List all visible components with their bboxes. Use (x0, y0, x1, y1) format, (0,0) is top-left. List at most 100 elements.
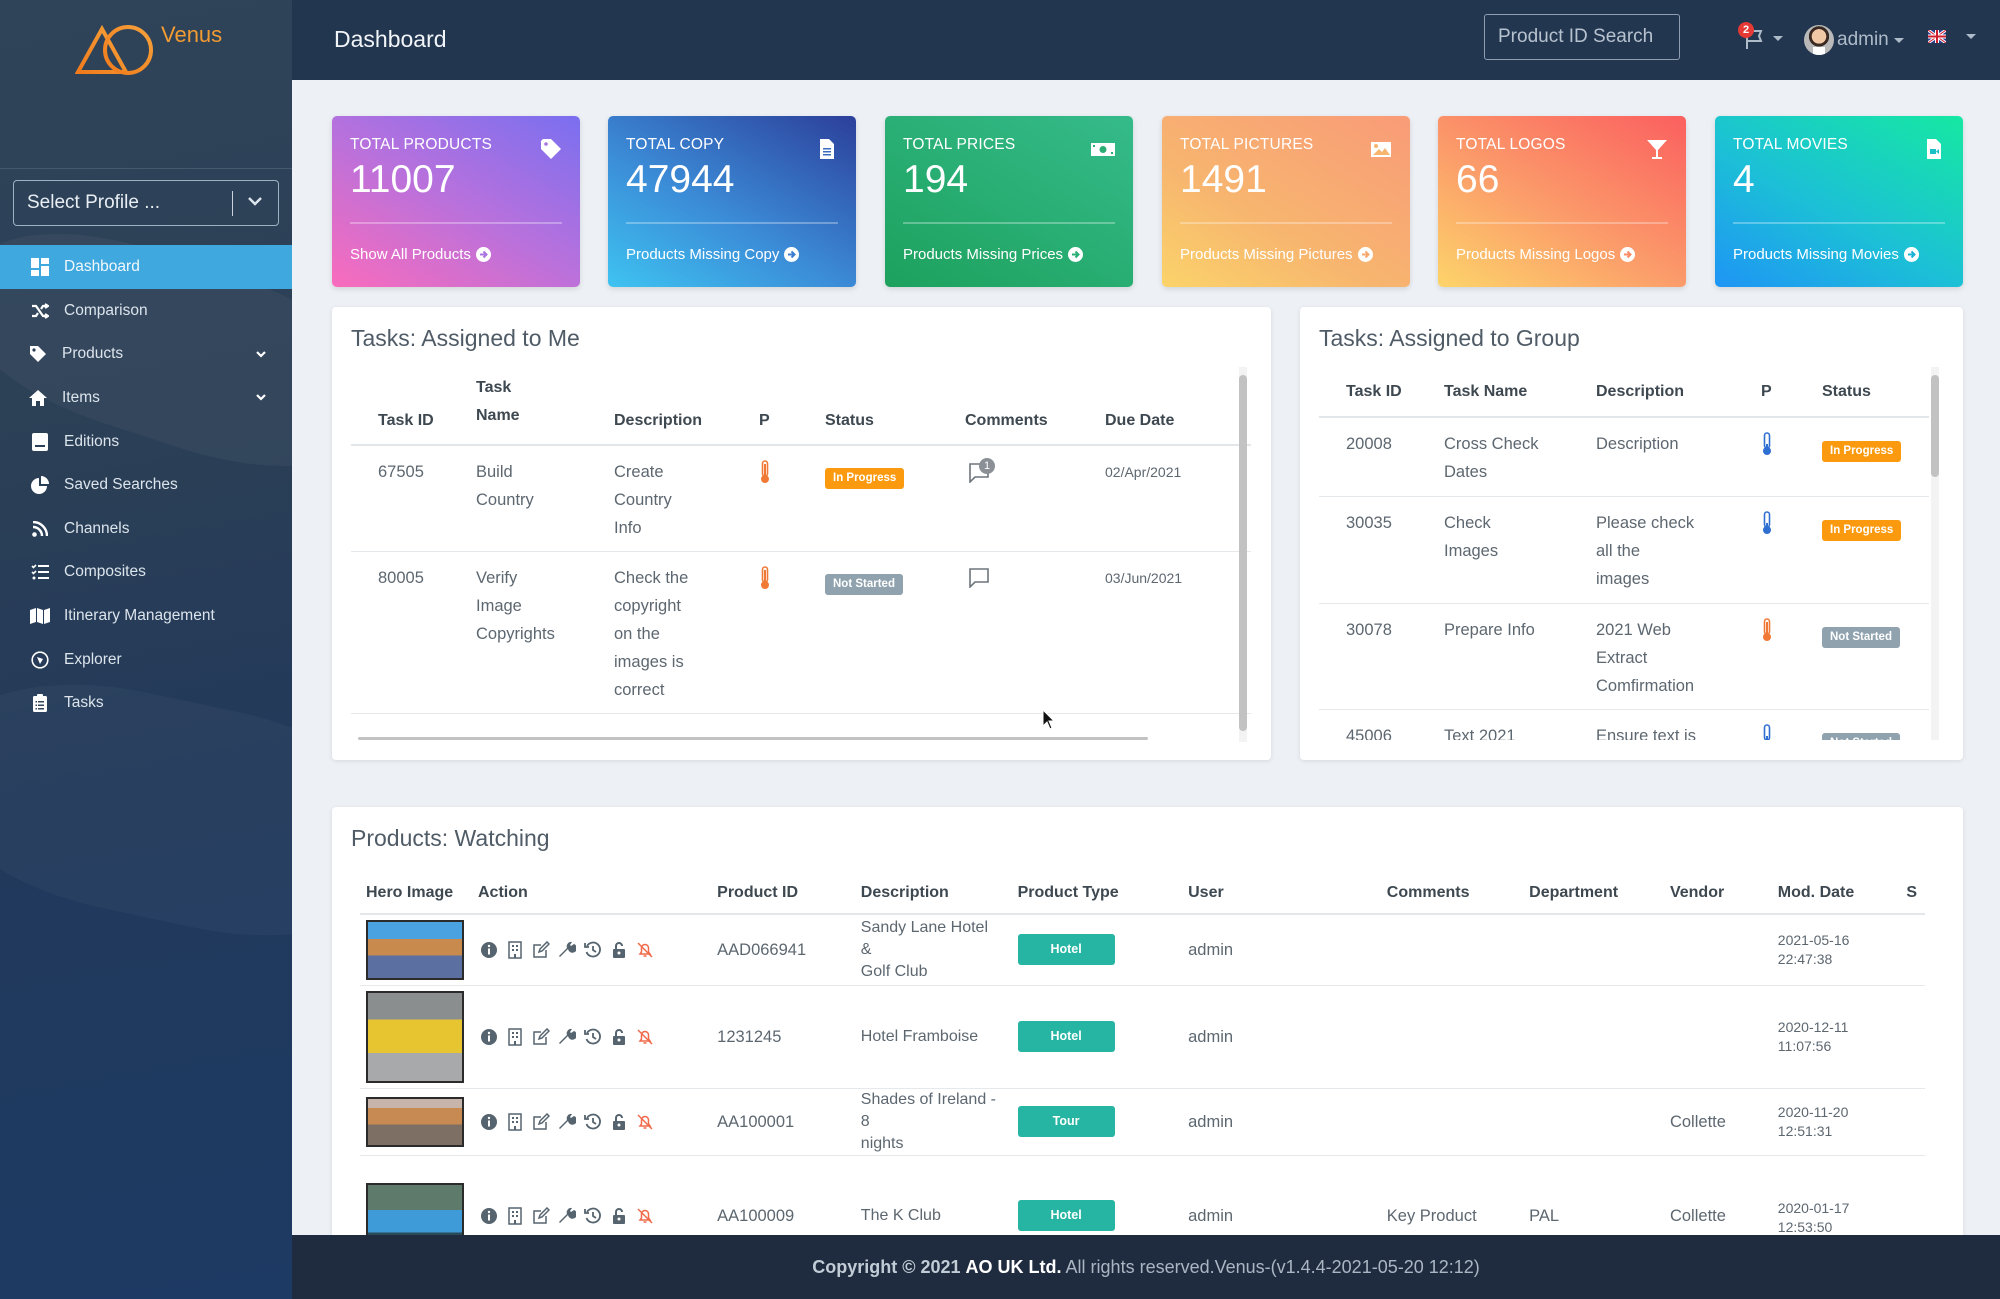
info-icon[interactable] (480, 1207, 498, 1225)
products-missing-prices-link[interactable]: Products Missing Prices (903, 246, 1084, 263)
bell-slash-icon[interactable] (636, 1113, 654, 1131)
table-row[interactable]: 30035 Check Images Please check all the ima… (1319, 496, 1929, 604)
table-row[interactable]: 1231245 Hotel Framboise Hotel admin 2020… (360, 985, 1925, 1089)
sidebar-item-saved-searches[interactable]: Saved Searches (0, 463, 292, 507)
venus-logo[interactable]: Venus (75, 22, 225, 82)
col-due-date[interactable]: Due Date (1105, 412, 1175, 429)
table-row[interactable]: 80005 Verify Image Copyrights Check the cop… (351, 551, 1251, 714)
col-hero-image[interactable]: Hero Image (366, 883, 454, 901)
col-priority[interactable]: P (759, 412, 770, 429)
sidebar-item-items[interactable]: Items (0, 376, 292, 420)
history-icon[interactable] (584, 1028, 602, 1046)
scrollbar-thumb[interactable] (1931, 375, 1939, 477)
col-task-name[interactable]: Task Name (468, 367, 606, 445)
scrollbar-thumb[interactable] (1239, 375, 1247, 731)
notifications-button[interactable]: 2 (1738, 22, 1784, 56)
edit-icon[interactable] (532, 1027, 550, 1046)
sidebar-item-dashboard[interactable]: Dashboard (0, 245, 292, 289)
history-icon[interactable] (584, 1207, 602, 1225)
col-status[interactable]: Status (825, 412, 874, 429)
col-task-name[interactable]: Task Name (1444, 382, 1528, 400)
hero-image-cell[interactable] (360, 914, 472, 986)
hero-image[interactable] (366, 1183, 464, 1235)
col-user[interactable]: User (1188, 883, 1224, 901)
col-comments[interactable]: Comments (1386, 883, 1470, 901)
product-id-search-input[interactable] (1484, 14, 1680, 60)
product-id[interactable]: AA100009 (717, 1207, 795, 1225)
sidebar-item-explorer[interactable]: Explorer (0, 638, 292, 682)
unlock-icon[interactable] (610, 1207, 628, 1225)
products-missing-movies-link[interactable]: Products Missing Movies (1733, 246, 1919, 263)
vertical-scrollbar[interactable] (1931, 367, 1939, 740)
history-icon[interactable] (584, 941, 602, 959)
comment-button[interactable]: 1 (969, 458, 995, 483)
col-department[interactable]: Department (1529, 883, 1619, 901)
wrench-icon[interactable] (558, 1207, 576, 1225)
unlock-icon[interactable] (610, 1028, 628, 1046)
col-priority[interactable]: P (1761, 382, 1772, 400)
language-selector[interactable] (1928, 30, 1976, 43)
product-id[interactable]: AA100001 (709, 1088, 853, 1156)
horizontal-scrollbar[interactable] (358, 737, 1148, 740)
vertical-scrollbar[interactable] (1239, 367, 1247, 742)
edit-icon[interactable] (532, 940, 550, 959)
user-menu[interactable]: admin (1804, 22, 1904, 58)
sidebar-item-editions[interactable]: Editions (0, 420, 292, 464)
wrench-icon[interactable] (558, 1113, 576, 1131)
product-id[interactable]: AAD066941 (709, 914, 853, 986)
info-icon[interactable] (480, 1028, 498, 1046)
table-row[interactable]: 67505 Build Country Create Country Info In … (351, 445, 1251, 552)
col-vendor[interactable]: Vendor (1669, 883, 1725, 901)
sidebar-item-channels[interactable]: Channels (0, 507, 292, 551)
bell-slash-icon[interactable] (636, 1207, 654, 1225)
col-comments[interactable]: Comments (965, 412, 1048, 429)
unlock-icon[interactable] (610, 941, 628, 959)
building-icon[interactable] (506, 1027, 524, 1046)
sidebar-item-comparison[interactable]: Comparison (0, 289, 292, 333)
col-description[interactable]: Description (860, 883, 949, 901)
building-icon[interactable] (506, 941, 524, 959)
table-row[interactable]: AA100001 Shades of Ireland - 8 nights Tou… (360, 1088, 1925, 1156)
col-action[interactable]: Action (478, 883, 528, 901)
sidebar-item-products[interactable]: Products (0, 333, 292, 377)
building-icon[interactable] (506, 1207, 524, 1225)
unlock-icon[interactable] (610, 1113, 628, 1131)
col-extra[interactable]: S (1906, 883, 1917, 901)
table-row[interactable]: 45006 Text 2021 Ensure text is Not Start… (1319, 709, 1929, 740)
col-product-id[interactable]: Product ID (717, 883, 799, 901)
wrench-icon[interactable] (558, 1028, 576, 1046)
building-icon[interactable] (506, 1112, 524, 1131)
sidebar-item-itinerary-management[interactable]: Itinerary Management (0, 594, 292, 638)
history-icon[interactable] (584, 1113, 602, 1131)
profile-select[interactable]: Select Profile ... (13, 180, 279, 226)
col-description[interactable]: Description (1596, 382, 1685, 400)
sidebar-item-tasks[interactable]: Tasks (0, 681, 292, 725)
col-status[interactable]: Status (1822, 382, 1871, 400)
product-id[interactable]: 1231245 (709, 985, 853, 1089)
comments-cell[interactable]: 1 (957, 445, 1097, 552)
table-row[interactable]: AAD066941 Sandy Lane Hotel & Golf Club Ho… (360, 914, 1925, 986)
sidebar-item-composites[interactable]: Composites (0, 551, 292, 595)
bell-slash-icon[interactable] (636, 1028, 654, 1046)
info-icon[interactable] (480, 941, 498, 959)
products-missing-pictures-link[interactable]: Products Missing Pictures (1180, 246, 1373, 263)
table-row[interactable]: AA100009 The K Club Hotel admin Key Prod… (360, 1155, 1925, 1235)
hero-image-cell[interactable] (360, 1088, 472, 1156)
hero-image-cell[interactable] (360, 985, 472, 1089)
table-row[interactable]: 20008 Cross Check Dates Description In Pr… (1319, 417, 1929, 497)
hero-image[interactable] (366, 990, 464, 1083)
col-description[interactable]: Description (614, 412, 703, 429)
edit-icon[interactable] (532, 1112, 550, 1131)
products-missing-logos-link[interactable]: Products Missing Logos (1456, 246, 1636, 263)
edit-icon[interactable] (532, 1207, 550, 1225)
show-all-products-link[interactable]: Show All Products (350, 246, 491, 263)
wrench-icon[interactable] (558, 941, 576, 959)
hero-image[interactable] (366, 919, 464, 980)
hero-image[interactable] (366, 1096, 464, 1147)
col-mod-date[interactable]: Mod. Date (1777, 883, 1855, 901)
col-product-type[interactable]: Product Type (1017, 883, 1119, 901)
table-row[interactable]: 30078 Prepare Info 2021 Web Extract Comfir… (1319, 603, 1929, 710)
comment-button[interactable] (969, 564, 993, 588)
comments-cell[interactable] (957, 551, 1097, 714)
hero-image-cell[interactable] (360, 1155, 472, 1235)
